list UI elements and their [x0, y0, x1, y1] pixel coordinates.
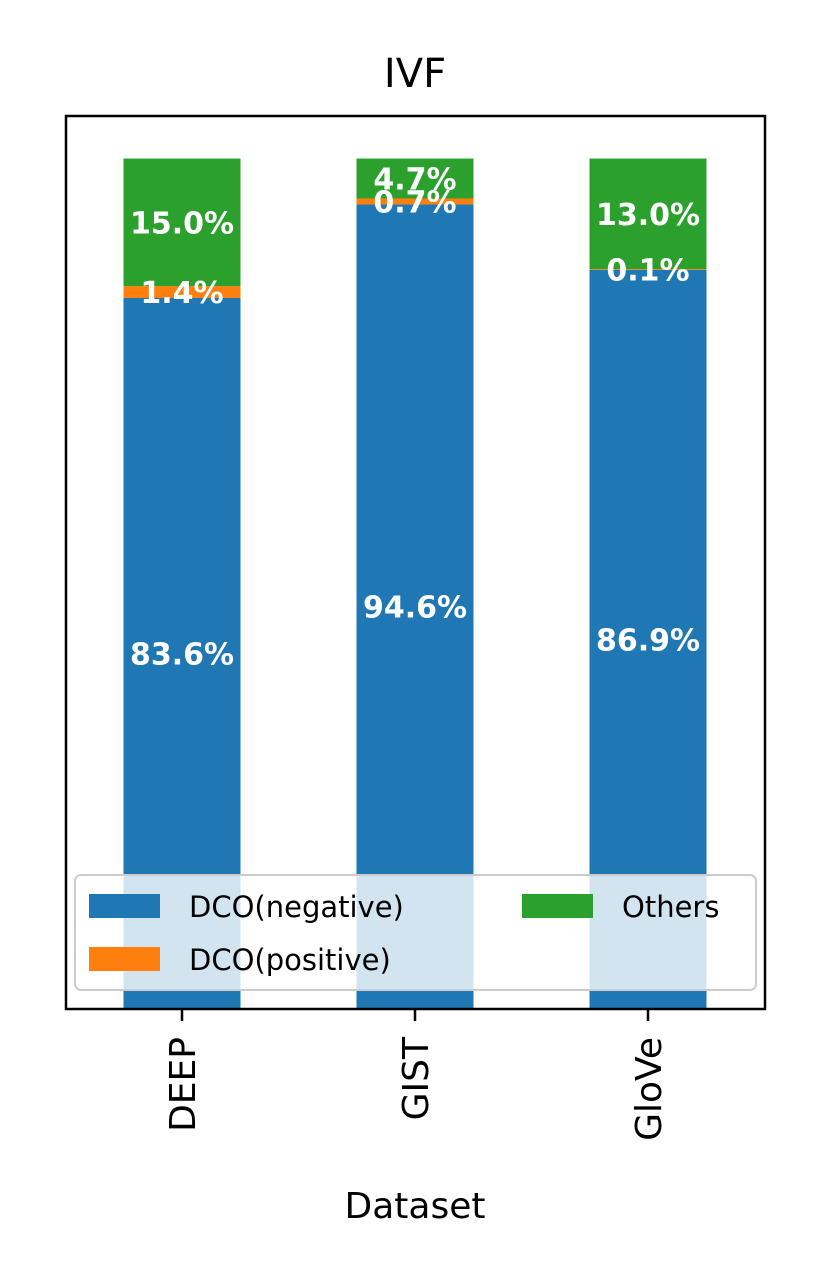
bar-dco-positive-glove	[589, 269, 707, 270]
data-labels-layer: 83.6% 1.4% 15.0% 94.6% 0.7%4.7% 86.9% 0.1% 13.0…	[130, 163, 700, 673]
legend-swatch	[89, 894, 160, 918]
bar-dco-positive-deep	[123, 286, 241, 299]
bar-dco-positive-gist	[356, 198, 474, 205]
bar-others-deep	[123, 158, 241, 287]
legend-swatch	[89, 947, 160, 971]
legend-entries: DCO(negative) DCO(positive) Others	[89, 890, 719, 977]
data-label: 86.9%	[596, 623, 700, 658]
data-label: 1.4%	[140, 276, 223, 311]
bar-others-gist	[356, 158, 474, 199]
x-tick-label: GloVe	[629, 1037, 670, 1141]
x-ticks-layer: DEEP GIST GloVe	[163, 1009, 670, 1141]
chart-title: IVF	[384, 51, 446, 97]
legend-label: DCO(negative)	[189, 890, 404, 924]
data-label: 0.1%	[606, 254, 689, 289]
data-label: 83.6%	[130, 638, 234, 673]
legend-label: Others	[622, 890, 719, 924]
x-tick-label: DEEP	[163, 1037, 204, 1132]
data-label: 15.0%	[130, 206, 234, 241]
data-label: 4.7%	[373, 163, 456, 198]
data-label: 94.6%	[363, 591, 467, 626]
x-axis-label: Dataset	[345, 1186, 486, 1227]
data-label: 13.0%	[596, 198, 700, 233]
bar-others-glove	[589, 158, 707, 270]
legend-label: DCO(positive)	[189, 943, 391, 977]
legend-swatch	[522, 894, 593, 918]
x-tick-label: GIST	[396, 1036, 437, 1120]
data-label: 0.7%	[373, 185, 456, 220]
legend: DCO(negative) DCO(positive) Others	[74, 874, 757, 991]
